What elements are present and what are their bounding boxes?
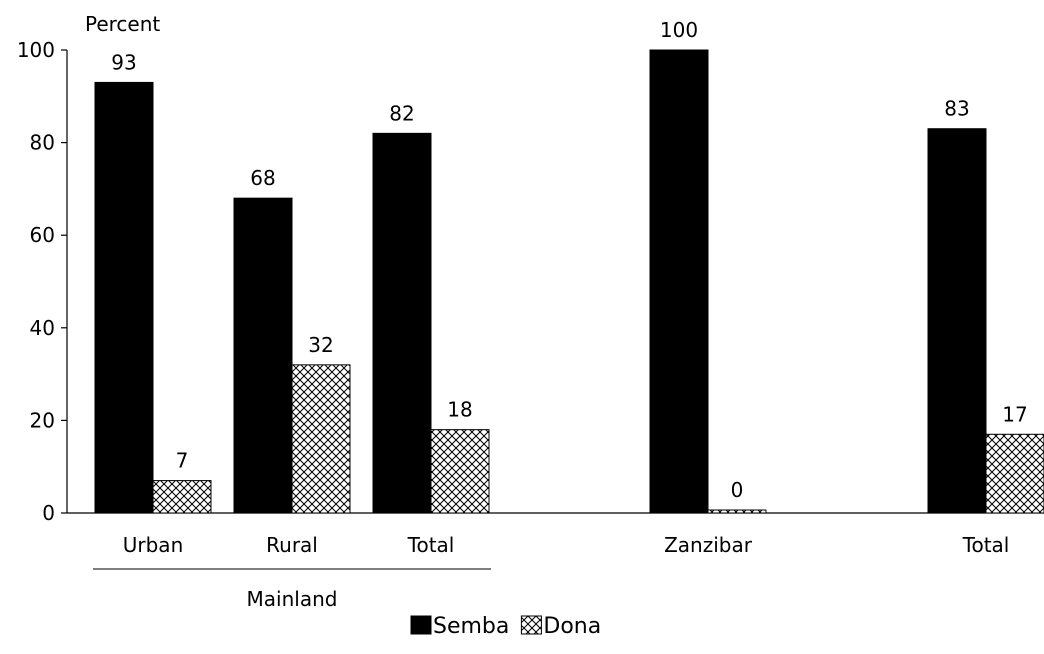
data-label: 100: [660, 18, 698, 42]
bar-semba-total: [927, 128, 987, 514]
y-axis-unit-label: Percent: [85, 12, 160, 36]
data-label: 18: [447, 398, 472, 422]
bar-semba-zanzibar: [649, 49, 709, 514]
group-label: Mainland: [247, 587, 338, 611]
legend-swatch-semba: [410, 615, 432, 635]
data-label: 7: [176, 449, 189, 473]
y-tick-label: 20: [30, 408, 55, 432]
legend-label-dona: Dona: [543, 614, 601, 639]
y-tick-label: 100: [17, 38, 55, 62]
bar-semba-urban: [94, 81, 154, 514]
legend-swatch-dona: [520, 615, 542, 635]
y-tick-label: 40: [30, 316, 55, 340]
y-tick-label: 0: [42, 501, 55, 525]
x-category-label: Total: [407, 533, 455, 557]
bar-semba-rural: [233, 197, 293, 514]
bar-semba-total: [372, 132, 432, 514]
y-tick-label: 80: [30, 131, 55, 155]
data-label: 93: [111, 50, 136, 74]
data-label: 32: [308, 333, 333, 357]
bar-dona-total: [430, 429, 490, 514]
x-category-label: Zanzibar: [664, 533, 753, 557]
bar-dona-urban: [152, 480, 212, 514]
data-label: 82: [389, 101, 414, 125]
data-label: 68: [250, 166, 275, 190]
bar-dona-total: [985, 433, 1044, 514]
x-category-label: Total: [962, 533, 1010, 557]
bar-dona-rural: [291, 364, 351, 514]
y-tick-label: 60: [30, 223, 55, 247]
x-category-label: Urban: [123, 533, 184, 557]
data-label: 0: [731, 478, 744, 502]
data-label: 17: [1002, 402, 1027, 426]
data-label: 83: [944, 97, 969, 121]
x-category-label: Rural: [266, 533, 318, 557]
bar-dona-zanzibar: [707, 509, 767, 514]
legend-label-semba: Semba: [433, 614, 509, 639]
